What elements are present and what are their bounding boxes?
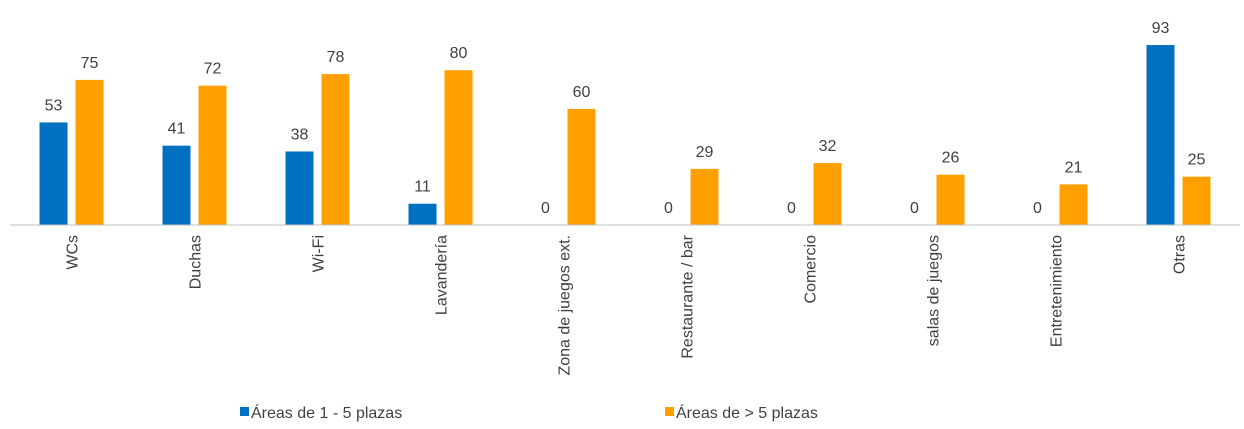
x-tick-label: salas de juegos [926, 235, 943, 346]
bar [39, 122, 68, 225]
bar [198, 85, 227, 226]
data-label: 11 [414, 179, 431, 196]
x-tick-label: Zona de juegos ext. [557, 235, 574, 376]
data-label: 75 [81, 55, 99, 72]
data-label: 0 [664, 200, 673, 217]
data-label: 32 [819, 138, 837, 155]
data-label: 93 [1152, 20, 1170, 37]
data-label: 0 [910, 200, 919, 217]
x-tick-label: WCs [65, 235, 82, 270]
data-label: 72 [204, 61, 222, 78]
x-tick-label: Lavandería [434, 235, 451, 315]
legend-swatch [665, 407, 674, 416]
x-tick-label: Comercio [803, 235, 820, 304]
bar [1182, 176, 1211, 225]
data-label: 25 [1188, 152, 1206, 169]
x-tick-label: Entretenimiento [1049, 235, 1066, 347]
x-tick-label: Duchas [188, 235, 205, 289]
bar [1059, 184, 1088, 225]
x-tick-label: Restaurante / bar [680, 234, 697, 358]
data-label: 80 [450, 45, 468, 62]
bar [75, 79, 104, 225]
data-label: 21 [1065, 159, 1083, 176]
legend-swatch [240, 407, 249, 416]
bar [285, 151, 314, 225]
data-label: 29 [696, 144, 714, 161]
data-label: 60 [573, 84, 591, 101]
data-label: 38 [291, 126, 309, 143]
legend-label: Áreas de 1 - 5 plazas [251, 403, 402, 422]
bar [690, 168, 719, 225]
data-label: 0 [541, 200, 550, 217]
data-label: 26 [942, 150, 960, 167]
data-label: 0 [1033, 200, 1042, 217]
bar [321, 74, 350, 225]
x-tick-label: Wi-Fi [311, 235, 328, 272]
data-label: 0 [787, 200, 796, 217]
bar [408, 203, 437, 225]
x-tick-label: Otras [1172, 235, 1189, 274]
data-label: 53 [45, 97, 63, 114]
data-label: 78 [327, 49, 345, 66]
bar [936, 174, 965, 225]
bar [162, 145, 191, 225]
bar [813, 163, 842, 225]
bar [1146, 45, 1175, 225]
data-label: 41 [168, 121, 186, 138]
bar [567, 108, 596, 225]
bar [444, 70, 473, 225]
legend-label: Áreas de > 5 plazas [676, 403, 818, 422]
